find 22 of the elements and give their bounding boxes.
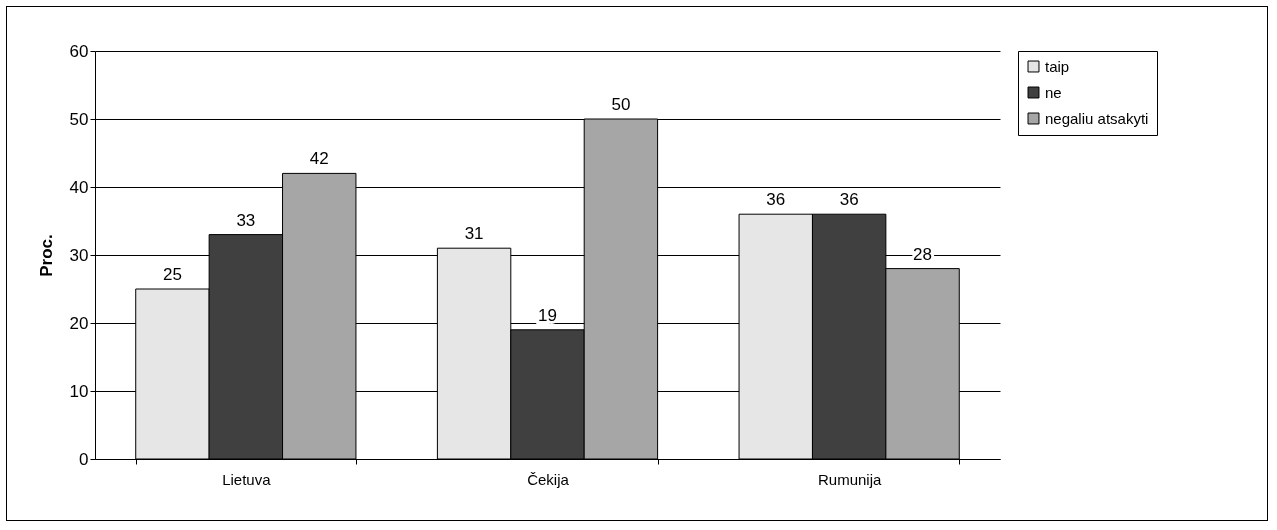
data-label: 25 [162, 265, 182, 284]
y-tick-label: 50 [69, 109, 89, 129]
y-tick-label: 60 [69, 41, 89, 61]
y-tick-label: 40 [69, 177, 89, 197]
data-label: 50 [611, 95, 631, 114]
x-tick-label: Lietuva [222, 470, 272, 488]
data-label: 31 [464, 224, 484, 244]
x-tick-label: Čekija [527, 470, 570, 488]
data-label: 33 [236, 210, 256, 230]
data-label: 36 [839, 190, 859, 210]
data-label: 42 [309, 149, 329, 169]
y-tick-label: 0 [79, 449, 89, 469]
x-tick-label: Rumunija [817, 470, 882, 488]
legend-label: negaliu atsakyti [1045, 109, 1149, 127]
y-tick-label: 20 [69, 313, 89, 333]
legend-label: ne [1045, 83, 1062, 101]
y-axis-title: Proc. [36, 234, 56, 277]
y-tick-label: 10 [69, 381, 89, 401]
data-label: 19 [538, 305, 557, 325]
y-tick-label: 30 [69, 245, 89, 265]
data-label: 36 [766, 190, 786, 210]
legend-label: taip [1045, 57, 1070, 75]
